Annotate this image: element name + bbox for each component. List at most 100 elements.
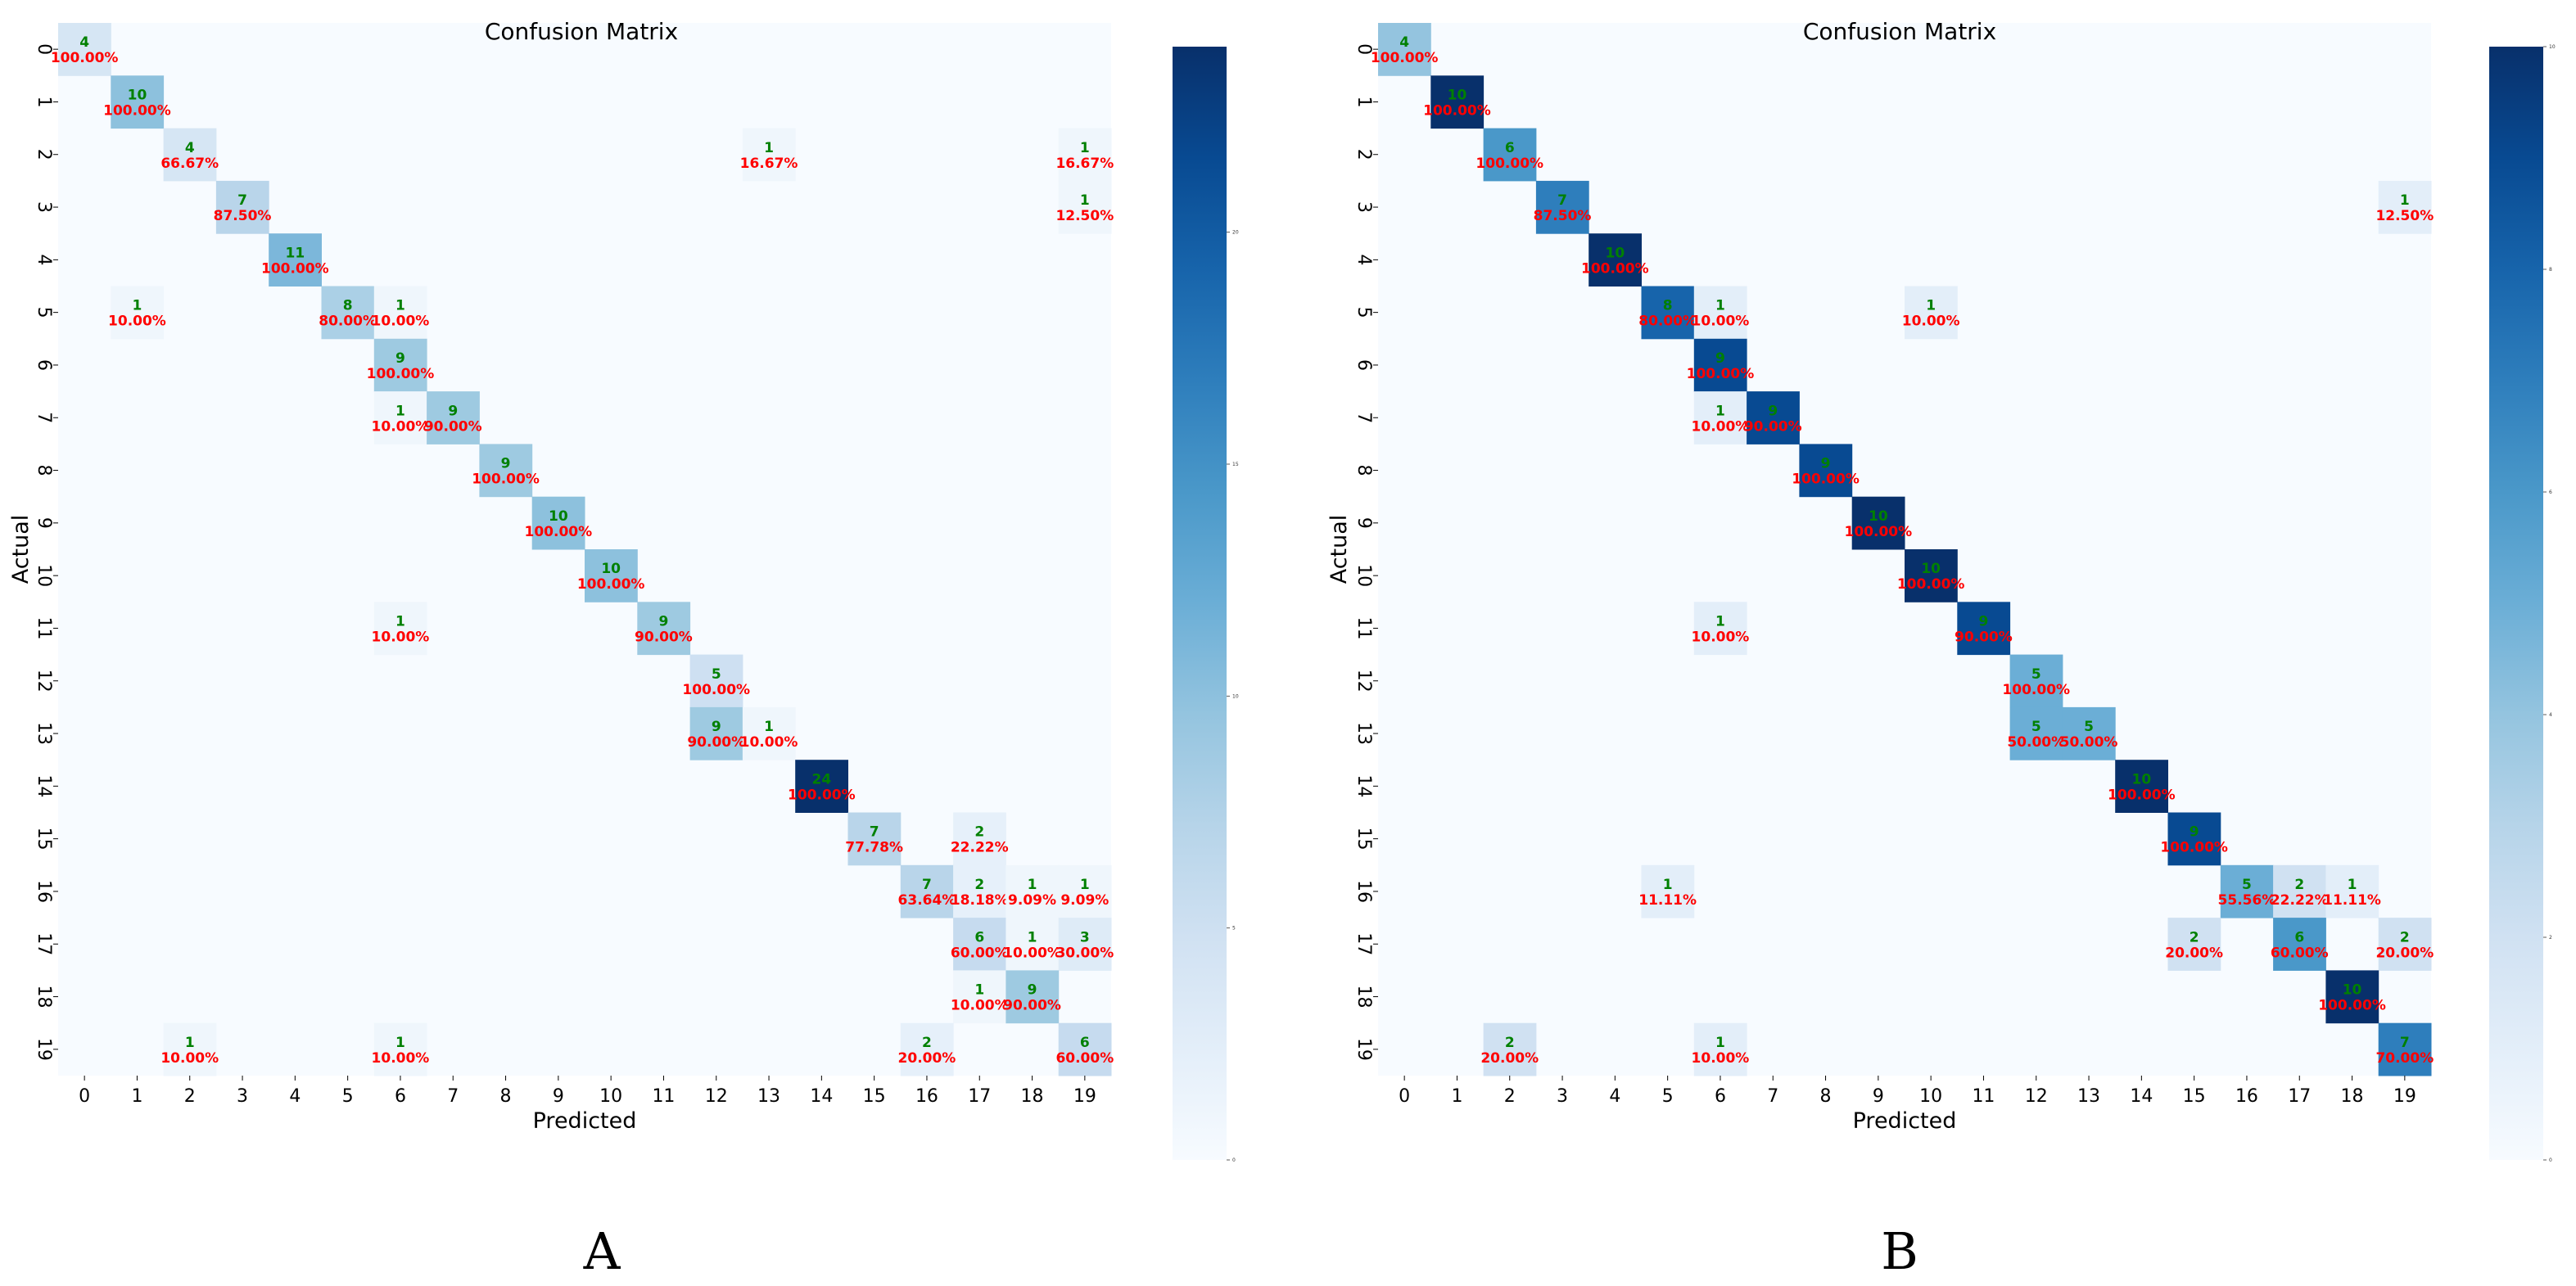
heatmap-cell: [953, 970, 1006, 1024]
cell-count: 1: [1715, 1035, 1725, 1051]
cell-percent: 12.50%: [1055, 208, 1114, 224]
cell-count: 1: [1715, 298, 1725, 314]
cell-percent: 100.00%: [525, 524, 593, 540]
cell-count: 9: [1768, 403, 1778, 419]
cell-count: 10: [1921, 561, 1941, 577]
heatmap-cell: [2009, 654, 2063, 708]
cell-percent: 100.00%: [51, 50, 119, 66]
heatmap-cell: [1905, 286, 1958, 340]
cell-percent: 10.00%: [108, 314, 166, 330]
y-tick-label: 11: [1354, 616, 1374, 639]
colorbar-tick-label: 0: [2549, 1157, 2552, 1163]
y-tick-label: 13: [34, 722, 54, 745]
cell-count: 9: [712, 719, 721, 735]
cell-percent: 100.00%: [1687, 366, 1755, 382]
cell-count: 1: [1926, 298, 1936, 314]
cell-count: 10: [2343, 982, 2362, 999]
cell-count: 8: [1663, 298, 1673, 314]
cell-percent: 9.09%: [1060, 892, 1109, 909]
y-tick-label: 18: [1354, 986, 1374, 1008]
x-tick-label: 8: [500, 1086, 512, 1107]
cell-count: 1: [974, 982, 984, 999]
cell-percent: 100.00%: [1581, 260, 1649, 277]
x-tick-label: 13: [2077, 1086, 2100, 1107]
cell-count: 1: [1080, 877, 1090, 893]
cell-percent: 63.64%: [898, 892, 956, 909]
chart-title: Confusion Matrix: [1803, 18, 1996, 45]
cell-percent: 10.00%: [160, 1050, 219, 1067]
y-axis-label: Actual: [1326, 515, 1352, 584]
cell-percent: 10.00%: [1902, 314, 1960, 330]
heatmap-cell: [2325, 864, 2379, 918]
x-tick-label: 7: [447, 1086, 459, 1107]
x-tick-label: 10: [1919, 1086, 1942, 1107]
y-tick-label: 10: [34, 564, 54, 587]
heatmap-cell: [111, 286, 165, 340]
cell-count: 2: [2400, 929, 2410, 945]
cell-percent: 18.18%: [951, 892, 1009, 909]
y-tick-label: 13: [1354, 722, 1374, 745]
heatmap-cell: [58, 23, 111, 76]
heatmap-cell: [953, 812, 1006, 866]
x-axis-label: Predicted: [533, 1108, 637, 1134]
cell-percent: 100.00%: [2318, 998, 2386, 1014]
cell-count: 1: [764, 140, 774, 156]
x-tick-label: 4: [289, 1086, 301, 1107]
cell-percent: 12.50%: [2375, 208, 2434, 224]
x-tick-label: 1: [1451, 1086, 1462, 1107]
y-tick-label: 3: [34, 201, 54, 213]
colorbar-tick-label: 10: [2549, 44, 2556, 50]
cell-percent: 100.00%: [2002, 682, 2070, 698]
x-tick-label: 18: [2341, 1086, 2364, 1107]
y-tick-label: 19: [1354, 1038, 1374, 1061]
heatmap-cell: [2273, 864, 2326, 918]
cell-percent: 20.00%: [2165, 945, 2223, 961]
y-tick-label: 15: [1354, 828, 1374, 851]
panel-label: A: [583, 1221, 621, 1281]
cell-percent: 90.00%: [687, 734, 745, 751]
heatmap-cell: [269, 233, 322, 287]
y-tick-label: 1: [1354, 96, 1374, 107]
heatmap-cell: [953, 864, 1006, 918]
heatmap-cell: [847, 812, 902, 866]
x-tick-label: 12: [2025, 1086, 2048, 1107]
cell-count: 5: [2084, 719, 2094, 735]
heatmap-cell: [531, 496, 585, 550]
cell-count: 10: [1869, 508, 1888, 525]
x-tick-label: 9: [1873, 1086, 1884, 1107]
cell-percent: 50.00%: [2060, 734, 2118, 751]
y-tick-label: 12: [34, 670, 54, 693]
heatmap-cell: [373, 602, 427, 656]
cell-percent: 87.50%: [1534, 208, 1592, 224]
cell-percent: 100.00%: [1897, 576, 1965, 593]
heatmap-cell: [1589, 233, 1642, 287]
cell-percent: 90.00%: [1003, 998, 1061, 1014]
cell-count: 4: [79, 34, 89, 51]
heatmap-cell: [111, 75, 165, 129]
heatmap-cell: [742, 706, 796, 760]
heatmap-cell: [2115, 760, 2168, 813]
heatmap-cell: [1957, 602, 2011, 656]
heatmap-cell: [1058, 1022, 1112, 1076]
y-tick-label: 0: [1354, 43, 1374, 55]
y-axis-label: Actual: [8, 515, 34, 584]
cell-count: 7: [922, 877, 932, 893]
y-tick-label: 9: [1354, 517, 1374, 529]
x-tick-label: 3: [237, 1086, 248, 1107]
cell-percent: 10.00%: [1692, 314, 1750, 330]
y-tick-label: 9: [34, 517, 54, 529]
cell-count: 9: [501, 456, 511, 472]
heatmap-cell: [1058, 180, 1112, 234]
colorbar-tick-label: 20: [1232, 230, 1239, 236]
y-tick-label: 6: [1354, 359, 1374, 371]
cell-percent: 100.00%: [1423, 102, 1491, 119]
cell-count: 10: [601, 561, 621, 577]
x-tick-label: 2: [184, 1086, 196, 1107]
cell-percent: 10.00%: [740, 734, 798, 751]
y-tick-label: 7: [34, 412, 54, 423]
x-tick-label: 5: [342, 1086, 354, 1107]
x-tick-label: 2: [1504, 1086, 1516, 1107]
cell-count: 6: [1505, 140, 1515, 156]
cell-percent: 100.00%: [788, 787, 856, 803]
cell-count: 5: [2031, 666, 2041, 683]
